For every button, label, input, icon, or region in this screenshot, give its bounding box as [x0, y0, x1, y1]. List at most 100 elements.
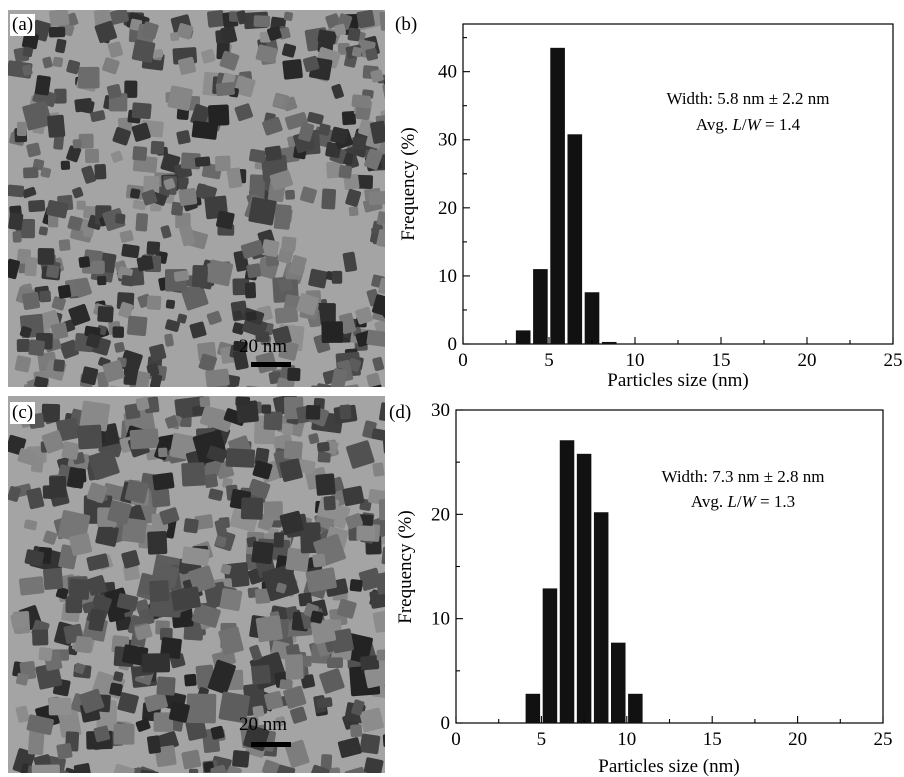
tem-particle: [351, 46, 363, 58]
chart-d: (d) 0 5 10 15 20 25 0 10 20 30 Particles size (n…: [389, 400, 893, 777]
tem-particle: [218, 691, 251, 724]
tem-particle: [66, 59, 81, 75]
tem-particle: [12, 231, 22, 243]
tem-particle: [346, 440, 375, 469]
tem-image-a: [8, 10, 385, 387]
tem-particle: [121, 274, 135, 287]
tem-particle: [283, 294, 301, 311]
tem-particle: [26, 714, 55, 736]
tem-particle: [219, 50, 240, 71]
tem-particle: [131, 102, 152, 120]
chart-d-bar: [525, 693, 541, 723]
chart-d-x-tick-label: 5: [537, 729, 547, 750]
tem-particle: [67, 467, 86, 489]
tem-particle: [282, 59, 303, 80]
tem-particle: [26, 142, 41, 158]
tem-particle: [378, 498, 385, 521]
tem-particle: [220, 563, 232, 575]
tem-particle: [181, 462, 206, 487]
tem-particle: [33, 376, 49, 387]
tem-particle: [88, 608, 106, 632]
tem-particle: [283, 685, 307, 709]
tem-particle: [112, 763, 135, 773]
tem-particle: [365, 48, 378, 61]
chart-b-y-tick-label: 0: [448, 334, 458, 355]
tem-particle: [48, 697, 72, 716]
chart-b-x-tick-label: 0: [458, 350, 468, 371]
chart-d-bar: [576, 453, 592, 723]
tem-particle: [8, 486, 21, 502]
panel-label-c: (c): [10, 402, 36, 424]
tem-particle: [372, 356, 385, 372]
tem-particle: [118, 301, 134, 319]
tem-particle: [305, 567, 337, 593]
tem-particle: [151, 488, 171, 508]
tem-particle: [337, 737, 362, 758]
tem-particle: [176, 23, 194, 40]
tem-particle: [289, 706, 308, 724]
tem-particle: [283, 11, 294, 21]
tem-particle: [84, 148, 100, 164]
tem-particle: [31, 764, 61, 773]
tem-particle: [175, 212, 191, 229]
tem-particle: [359, 707, 384, 733]
tem-particle: [79, 688, 105, 714]
tem-particle: [319, 668, 345, 694]
tem-particle: [112, 326, 124, 338]
tem-particle: [55, 586, 69, 600]
tem-image-a-texture: [8, 10, 385, 387]
tem-particle: [283, 440, 303, 460]
tem-particle: [121, 243, 140, 259]
tem-particle: [246, 263, 262, 279]
chart-b-bars: [515, 47, 617, 345]
chart-d-x-tick-label: 20: [788, 729, 807, 750]
tem-particle: [279, 458, 303, 482]
tem-particle: [23, 167, 39, 179]
tem-particle: [287, 367, 301, 382]
tem-particle: [207, 659, 236, 695]
chart-b-x-ticks: 0 5 10 15 20 25: [458, 337, 903, 371]
tem-particle: [300, 655, 312, 667]
tem-particle: [194, 514, 214, 530]
tem-particle: [210, 764, 228, 773]
tem-particle: [58, 239, 71, 252]
tem-particle: [379, 402, 385, 423]
tem-particle: [171, 201, 184, 216]
tem-particle: [147, 531, 168, 555]
tem-particle: [275, 582, 287, 594]
tem-particle: [181, 749, 202, 770]
tem-particle: [95, 524, 119, 547]
tem-particle: [27, 730, 45, 755]
tem-particle: [342, 251, 358, 273]
tem-particle: [91, 260, 105, 274]
tem-particle: [158, 447, 168, 458]
tem-particle: [379, 10, 385, 31]
tem-particle: [21, 186, 37, 199]
chart-d-y-tick-label: 10: [431, 609, 450, 630]
tem-particle: [347, 27, 361, 42]
tem-particle: [206, 10, 225, 28]
tem-particle: [114, 342, 125, 353]
panel-label-b: (b): [395, 14, 417, 35]
tem-particle: [42, 56, 53, 69]
tem-particle: [16, 338, 30, 353]
tem-particle: [72, 139, 82, 149]
tem-particle: [134, 623, 153, 641]
tem-particle: [47, 213, 59, 228]
tem-particle: [364, 666, 385, 689]
tem-particle: [180, 282, 209, 311]
chart-d-x-tick-label: 10: [617, 729, 636, 750]
tem-particle: [277, 247, 294, 264]
tem-particle: [17, 448, 36, 466]
tem-particle: [225, 765, 242, 773]
chart-d-ratio-var-w: W: [742, 492, 758, 511]
tem-particle: [72, 187, 84, 199]
tem-particle: [206, 445, 228, 463]
tem-particle: [124, 80, 138, 98]
tem-particle: [159, 507, 180, 525]
chart-b: (b) 0 5 10 15 20 25 0 10 20 30 40 Particles size …: [395, 14, 903, 391]
tem-particle: [169, 32, 180, 42]
tem-particle: [46, 199, 69, 219]
chart-b-xlabel: Particles size (nm): [607, 370, 748, 391]
chart-d-y-ticks: 0 10 20 30: [431, 400, 463, 734]
